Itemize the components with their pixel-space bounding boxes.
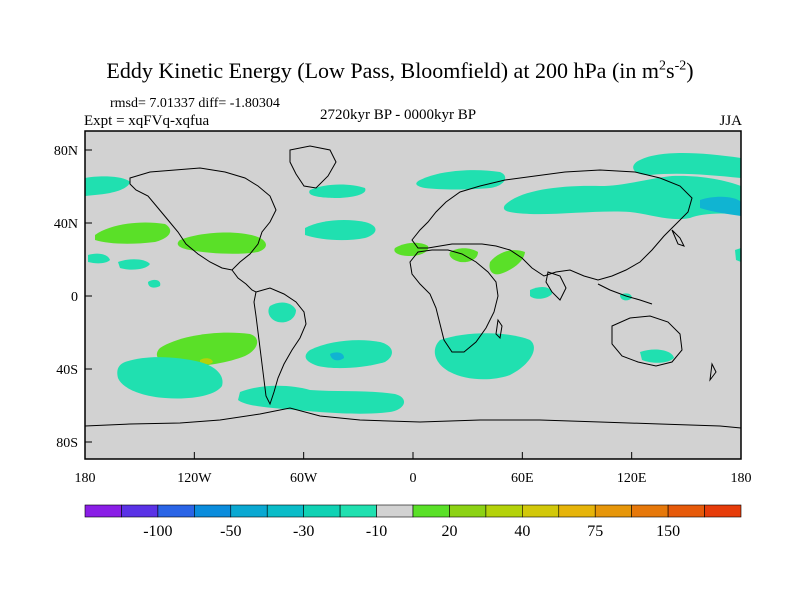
colorbar-swatch [339, 504, 377, 518]
field-cyan-pacific-2 [148, 279, 161, 288]
field-cyan-alaska [85, 176, 130, 196]
field-cyan-south-atlantic [305, 340, 392, 369]
colorbar-swatch [230, 504, 268, 518]
period-label: 2720kyr BP - 0000kyr BP [320, 107, 477, 123]
plot-title: Eddy Kinetic Energy (Low Pass, Bloomfiel… [106, 58, 694, 83]
coast-new-zealand [709, 362, 717, 382]
colorbar-swatch [303, 504, 341, 518]
colorbar-swatch [667, 504, 705, 518]
field-cyan-india [530, 286, 552, 299]
field-cyan-arctic-east [633, 153, 741, 178]
field-cyan-west-pacific [735, 248, 741, 262]
field-cyan-tropical-west [118, 259, 150, 270]
colorbar-label: 150 [656, 523, 680, 540]
field-blue-south-atlantic [330, 352, 344, 361]
colorbar-label: -30 [293, 523, 314, 540]
coast-eurasia [411, 169, 693, 281]
experiment-label: Expt = xqFVq-xqfua [84, 113, 210, 129]
coast-antarctica [85, 407, 741, 429]
colorbar-swatch [522, 504, 560, 518]
field-green-north-america [177, 232, 266, 254]
coast-japan [671, 229, 685, 247]
lon-tick-label: 120E [617, 471, 647, 486]
lon-tick-label: 180 [75, 471, 96, 486]
lat-tick-label: 80N [54, 144, 78, 159]
field-cyan-north-atlantic [305, 220, 376, 241]
coast-australia [611, 315, 683, 367]
coast-africa [409, 249, 499, 353]
field-green-south-pacific [156, 332, 258, 367]
colorbar-swatch [84, 504, 122, 518]
colorbar-swatch [412, 504, 450, 518]
colorbar-swatch [704, 504, 742, 518]
field-green-arabia [489, 250, 525, 275]
lon-tick-label: 0 [410, 471, 417, 486]
colorbar-label: 20 [441, 523, 457, 540]
longitude-axis: 180 120W 60W 0 60E 120E 180 [75, 452, 752, 486]
field-blue-pacific-patch [700, 196, 741, 216]
field-cyan-southern-ocean [238, 385, 405, 414]
colorbar-swatch [194, 504, 232, 518]
coast-north-america [129, 167, 277, 271]
field-cyan-tropical-pacific [88, 253, 110, 264]
field-cyan-south-pacific [117, 357, 223, 399]
field-cyan-siberia [416, 170, 506, 190]
anomaly-fields [85, 153, 741, 414]
coast-south-america [253, 287, 307, 406]
colorbar-swatch [121, 504, 159, 518]
field-cyan-south-indian [434, 333, 534, 380]
lat-tick-label: 0 [71, 290, 78, 305]
colorbar-labels: -100 -50 -30 -10 20 40 75 150 [143, 523, 680, 540]
colorbar-label: -100 [143, 523, 172, 540]
latitude-axis: 80N 40N 0 40S 80S [54, 144, 92, 451]
colorbar-swatch [594, 504, 632, 518]
colorbar-swatch [266, 504, 304, 518]
field-cyan-south-america-east [268, 302, 296, 323]
coast-india [545, 271, 567, 301]
stats-text: rmsd= 7.01337 diff= -1.80304 [110, 96, 280, 111]
field-yellow-spot [200, 358, 213, 365]
colorbar [84, 504, 742, 518]
coast-southeast-asia [597, 283, 653, 305]
colorbar-swatch [558, 504, 596, 518]
colorbar-label: -10 [366, 523, 387, 540]
coast-central-america [231, 269, 257, 293]
lon-tick-label: 180 [731, 471, 752, 486]
field-cyan-atlantic [309, 184, 366, 198]
field-cyan-north-pacific [503, 175, 741, 220]
colorbar-label: 40 [514, 523, 530, 540]
field-cyan-south-pacific-east [640, 349, 674, 363]
lon-tick-label: 60E [511, 471, 534, 486]
lon-tick-label: 120W [177, 471, 212, 486]
field-green-pacific [95, 222, 171, 244]
lat-tick-label: 40S [56, 363, 78, 378]
colorbar-label: 75 [587, 523, 603, 540]
coast-greenland [289, 145, 337, 189]
colorbar-swatch [376, 504, 414, 518]
colorbar-swatch [631, 504, 669, 518]
lat-tick-label: 40N [54, 217, 78, 232]
map-background [85, 131, 741, 459]
season-label: JJA [719, 113, 742, 129]
lat-tick-label: 80S [56, 436, 78, 451]
colorbar-swatch [449, 504, 487, 518]
coastlines [85, 145, 741, 429]
coast-madagascar [495, 318, 503, 340]
lon-tick-label: 60W [290, 471, 318, 486]
colorbar-swatch [157, 504, 195, 518]
colorbar-swatch [485, 504, 523, 518]
field-green-europe [394, 242, 429, 256]
colorbar-label: -50 [220, 523, 241, 540]
